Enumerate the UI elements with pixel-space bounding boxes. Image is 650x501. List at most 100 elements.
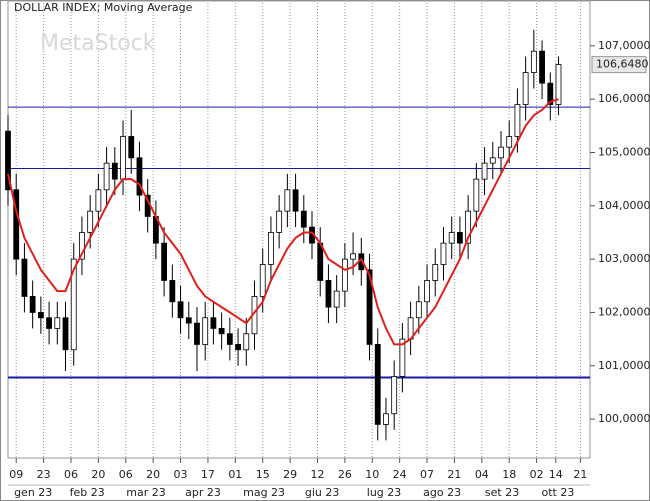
y-tick-label: 103,0000 <box>598 252 650 265</box>
candle-body <box>70 258 77 351</box>
x-tick-label: 18 <box>502 468 516 481</box>
candle-body <box>481 162 488 180</box>
candle-body <box>432 264 439 281</box>
candle-body <box>489 157 496 164</box>
x-tick-label: 15 <box>256 468 270 481</box>
y-tick-label: 100,0000 <box>598 412 650 425</box>
y-tick-label: 107,0000 <box>598 39 650 52</box>
x-tick-label: 24 <box>393 468 407 481</box>
candle-body <box>226 333 233 345</box>
month-label: apr 23 <box>185 486 221 499</box>
y-tick-label: 105,0000 <box>598 145 650 158</box>
x-tick-label: 21 <box>573 468 587 481</box>
candle-body <box>79 232 85 260</box>
candle-body <box>292 189 299 212</box>
y-tick-label: 106,0000 <box>598 92 650 105</box>
candle-body <box>333 290 340 308</box>
candle-body <box>5 130 11 191</box>
candle-body <box>194 322 200 345</box>
candle-body <box>391 376 398 415</box>
month-label: mag 23 <box>243 486 285 499</box>
x-tick-label: 06 <box>119 468 133 481</box>
month-label: ott 23 <box>542 486 575 499</box>
x-tick-label: 20 <box>91 468 105 481</box>
candle-body <box>29 296 36 313</box>
candle-body <box>177 301 184 319</box>
candle-body <box>87 210 94 233</box>
month-label: lug 23 <box>367 486 402 499</box>
candle-body <box>366 269 373 345</box>
candle-body <box>448 232 455 244</box>
candle-body <box>235 344 241 351</box>
x-tick-label: 07 <box>420 468 434 481</box>
candle-body <box>276 210 283 233</box>
candle-body <box>218 328 225 335</box>
candle-body <box>46 317 52 329</box>
candle-body <box>103 162 110 191</box>
candle-body <box>62 317 69 351</box>
x-tick-label: 01 <box>228 468 242 481</box>
month-label: ago 23 <box>423 486 461 499</box>
x-tick-label: 23 <box>37 468 51 481</box>
x-tick-label: 02 <box>530 468 544 481</box>
candle-body <box>95 189 102 212</box>
candle-body <box>415 301 422 319</box>
candle-body <box>120 136 126 180</box>
candle-body <box>136 157 143 196</box>
x-tick-label: 03 <box>174 468 188 481</box>
candle-body <box>555 64 562 105</box>
candle-body <box>374 344 381 425</box>
x-tick-label: 06 <box>64 468 78 481</box>
candle-body <box>284 189 291 212</box>
candle-body <box>268 232 274 265</box>
candle-body <box>210 317 217 329</box>
x-tick-label: 21 <box>447 468 461 481</box>
y-tick-label: 101,0000 <box>598 359 650 372</box>
candle-body <box>202 317 209 345</box>
x-tick-label: 17 <box>201 468 215 481</box>
y-tick-label: 104,0000 <box>598 199 650 212</box>
candle-body <box>522 72 529 105</box>
candle-body <box>54 317 61 329</box>
last-value-label: 106,6480 <box>596 58 649 71</box>
x-tick-label: 10 <box>365 468 379 481</box>
candle-body <box>383 413 389 425</box>
candle-body <box>13 189 20 260</box>
month-label: gen 23 <box>14 486 52 499</box>
candle-body <box>440 242 447 265</box>
moving-average-line <box>7 98 559 346</box>
candle-body <box>185 317 192 324</box>
candle-body <box>465 210 472 244</box>
last-value-box <box>591 56 647 74</box>
month-label: mar 23 <box>126 486 165 499</box>
x-tick-label: 12 <box>310 468 324 481</box>
chart-title: DOLLAR INDEX; Moving Average <box>14 1 193 14</box>
candle-body <box>341 258 348 292</box>
candle-body <box>514 104 521 137</box>
plot-area: 09 23 06 20 06 20 03 17 01 15 29 12 26 10 24 07 21 04 18 02… <box>5 0 650 499</box>
watermark: MetaStock <box>40 31 156 56</box>
candle-body <box>473 178 480 212</box>
x-tick-label: 29 <box>283 468 297 481</box>
candle-body <box>530 50 537 73</box>
x-tick-label: 20 <box>146 468 160 481</box>
candle-body <box>300 210 307 228</box>
y-tick-label: 102,0000 <box>598 305 650 318</box>
candle-body <box>128 136 135 159</box>
candle-body <box>457 232 463 244</box>
candle-body <box>325 280 332 308</box>
candle-body <box>169 280 176 303</box>
x-tick-label: 14 <box>549 468 563 481</box>
candle-body <box>424 280 430 303</box>
month-label: feb 23 <box>70 486 105 499</box>
candle-body <box>399 338 406 377</box>
month-label: giu 23 <box>305 486 340 499</box>
candle-body <box>161 242 168 281</box>
candle-body <box>243 333 250 351</box>
x-tick-label: 04 <box>475 468 489 481</box>
candle-body <box>111 162 118 180</box>
candle-body <box>21 258 28 297</box>
candle-body <box>37 312 44 319</box>
month-label: set 23 <box>485 486 519 499</box>
